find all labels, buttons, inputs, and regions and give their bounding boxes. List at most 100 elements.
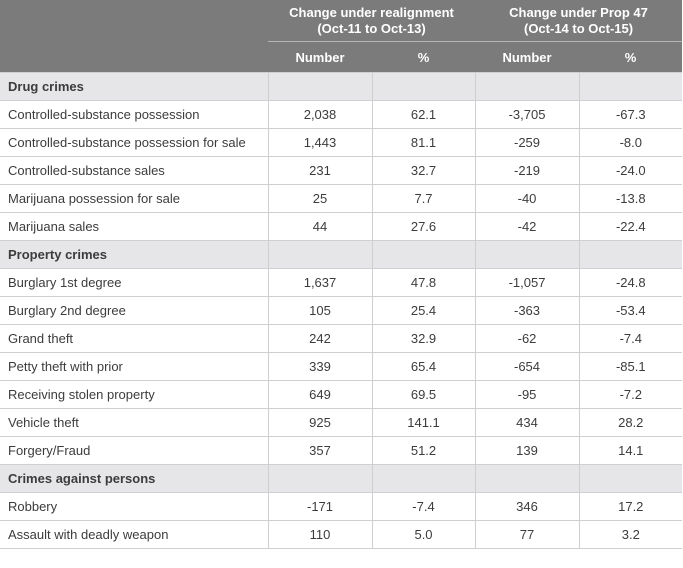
crime-label: Forgery/Fraud	[0, 436, 269, 465]
percent-cell: 141.1	[371, 408, 476, 437]
percent-cell: 32.9	[371, 324, 476, 353]
empty-cell	[578, 240, 683, 269]
number-cell: 925	[267, 408, 373, 437]
table-row: Vehicle theft 925 141.1 434 28.2	[0, 408, 683, 437]
number-cell: -3,705	[474, 100, 580, 129]
percent-cell: -24.0	[578, 156, 683, 185]
number-cell: -654	[474, 352, 580, 381]
table-row: Burglary 1st degree 1,637 47.8 -1,057 -24.8	[0, 268, 683, 297]
empty-cell	[267, 240, 373, 269]
crime-label: Marijuana sales	[0, 212, 269, 241]
empty-cell	[371, 72, 476, 101]
number-cell: 44	[267, 212, 373, 241]
table-row: Controlled-substance sales 231 32.7 -219 -24…	[0, 156, 683, 185]
empty-cell	[267, 464, 373, 493]
table-row: Burglary 2nd degree 105 25.4 -363 -53.4	[0, 296, 683, 325]
empty-cell	[474, 240, 580, 269]
section-row: Crimes against persons	[0, 464, 683, 493]
table-row: Receiving stolen property 649 69.5 -95 -7.2	[0, 380, 683, 409]
crime-label: Burglary 2nd degree	[0, 296, 269, 325]
percent-cell: 14.1	[578, 436, 683, 465]
percent-cell: 7.7	[371, 184, 476, 213]
number-cell: 2,038	[267, 100, 373, 129]
number-cell: 434	[474, 408, 580, 437]
crime-label: Controlled-substance possession for sale	[0, 128, 269, 157]
percent-cell: -7.4	[371, 492, 476, 521]
percent-cell: 47.8	[371, 268, 476, 297]
number-cell: 242	[267, 324, 373, 353]
crime-label: Receiving stolen property	[0, 380, 269, 409]
percent-cell: 51.2	[371, 436, 476, 465]
crime-label: Controlled-substance possession	[0, 100, 269, 129]
header-percent: %	[372, 41, 476, 73]
crime-label: Assault with deadly weapon	[0, 520, 269, 549]
section-title: Property crimes	[0, 240, 269, 269]
percent-cell: -13.8	[578, 184, 683, 213]
number-cell: -219	[474, 156, 580, 185]
number-cell: -171	[267, 492, 373, 521]
number-cell: 1,443	[267, 128, 373, 157]
table-row: Robbery -171 -7.4 346 17.2	[0, 492, 683, 521]
percent-cell: -24.8	[578, 268, 683, 297]
percent-cell: 3.2	[578, 520, 683, 549]
header-blank	[0, 0, 268, 42]
section-title: Drug crimes	[0, 72, 269, 101]
number-cell: -1,057	[474, 268, 580, 297]
crime-label: Vehicle theft	[0, 408, 269, 437]
percent-cell: -53.4	[578, 296, 683, 325]
number-cell: 25	[267, 184, 373, 213]
percent-cell: 28.2	[578, 408, 683, 437]
crime-label: Burglary 1st degree	[0, 268, 269, 297]
section-title: Crimes against persons	[0, 464, 269, 493]
number-cell: 357	[267, 436, 373, 465]
header-number: Number	[475, 41, 580, 73]
percent-cell: -8.0	[578, 128, 683, 157]
number-cell: -40	[474, 184, 580, 213]
number-cell: 1,637	[267, 268, 373, 297]
percent-cell: -67.3	[578, 100, 683, 129]
table-row: Grand theft 242 32.9 -62 -7.4	[0, 324, 683, 353]
section-row: Drug crimes	[0, 72, 683, 101]
number-cell: -95	[474, 380, 580, 409]
table-row: Assault with deadly weapon 110 5.0 77 3.2	[0, 520, 683, 549]
number-cell: -42	[474, 212, 580, 241]
crime-change-table: Change under realignment (Oct-11 to Oct-1…	[0, 0, 683, 549]
number-cell: -363	[474, 296, 580, 325]
section-row: Property crimes	[0, 240, 683, 269]
percent-cell: 27.6	[371, 212, 476, 241]
table-row: Controlled-substance possession for sale…	[0, 128, 683, 157]
percent-cell: -22.4	[578, 212, 683, 241]
percent-cell: 25.4	[371, 296, 476, 325]
empty-cell	[474, 72, 580, 101]
number-cell: 105	[267, 296, 373, 325]
number-cell: -259	[474, 128, 580, 157]
percent-cell: -85.1	[578, 352, 683, 381]
percent-cell: 32.7	[371, 156, 476, 185]
empty-cell	[371, 240, 476, 269]
number-cell: 346	[474, 492, 580, 521]
table-row: Controlled-substance possession 2,038 62.1…	[0, 100, 683, 129]
percent-cell: 5.0	[371, 520, 476, 549]
crime-label: Petty theft with prior	[0, 352, 269, 381]
empty-cell	[578, 464, 683, 493]
table-row: Forgery/Fraud 357 51.2 139 14.1	[0, 436, 683, 465]
empty-cell	[474, 464, 580, 493]
percent-cell: 69.5	[371, 380, 476, 409]
crime-label: Robbery	[0, 492, 269, 521]
empty-cell	[578, 72, 683, 101]
number-cell: 77	[474, 520, 580, 549]
number-cell: 649	[267, 380, 373, 409]
empty-cell	[371, 464, 476, 493]
number-cell: 231	[267, 156, 373, 185]
crime-label: Controlled-substance sales	[0, 156, 269, 185]
crime-label: Grand theft	[0, 324, 269, 353]
number-cell: -62	[474, 324, 580, 353]
header-realignment: Change under realignment (Oct-11 to Oct-1…	[268, 0, 476, 42]
number-cell: 110	[267, 520, 373, 549]
header-prop47: Change under Prop 47 (Oct-14 to Oct-15)	[475, 0, 683, 42]
header-percent: %	[579, 41, 683, 73]
crime-label: Marijuana possession for sale	[0, 184, 269, 213]
table-row: Marijuana possession for sale 25 7.7 -40 -13…	[0, 184, 683, 213]
percent-cell: -7.4	[578, 324, 683, 353]
header-blank	[0, 41, 268, 73]
